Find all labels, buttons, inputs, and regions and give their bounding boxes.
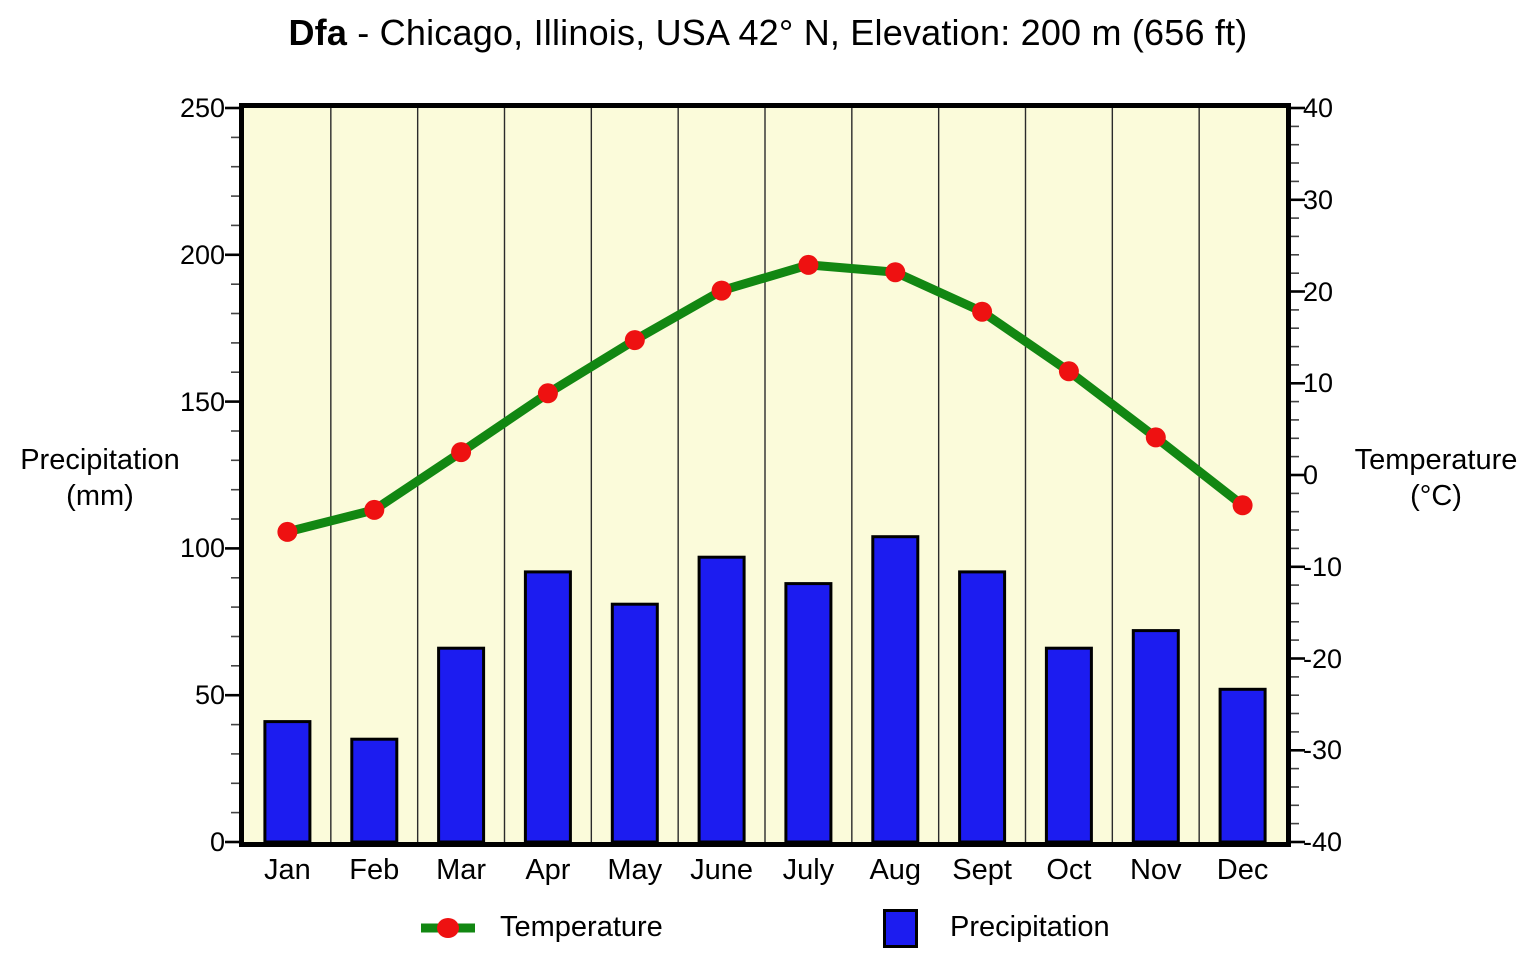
month-label-Feb: Feb — [349, 854, 400, 886]
temperature-point-Aug — [885, 262, 906, 283]
temperature-legend-label: Temperature — [500, 911, 663, 943]
temperature-point-June — [711, 280, 732, 301]
right-tick-label--10: -10 — [1303, 551, 1343, 582]
left-tick-label-250: 250 — [179, 93, 225, 123]
month-label-Mar: Mar — [436, 854, 487, 886]
month-label-June: June — [690, 854, 754, 886]
precipitation-bar-June — [697, 555, 746, 842]
koppen-code-label: Dfa — [288, 12, 348, 53]
precipitation-bar-Nov — [1131, 629, 1180, 842]
chart-title-text: - Chicago, Illinois, USA 42° N, Elevatio… — [347, 12, 1248, 53]
left-tick-label-200: 200 — [179, 239, 225, 270]
left-axis-title-line2: (mm) — [66, 480, 134, 513]
precipitation-legend-label: Precipitation — [950, 911, 1110, 943]
left-axis-title: Precipitation (mm) — [2, 442, 198, 515]
right-tick-label-30: 30 — [1303, 184, 1334, 215]
precipitation-bar-July — [784, 582, 833, 842]
temperature-point-Sept — [972, 301, 993, 322]
left-tick-label-150: 150 — [179, 386, 225, 417]
temperature-point-Apr — [537, 383, 558, 404]
right-axis-ticks — [1291, 106, 1305, 844]
right-axis-title: Temperature (°C) — [1338, 442, 1534, 515]
precipitation-legend-swatch — [883, 909, 918, 948]
left-tick-label-100: 100 — [179, 533, 225, 564]
month-label-Jan: Jan — [264, 854, 311, 886]
left-axis-ticks — [225, 106, 239, 844]
precipitation-bar-Sept — [958, 570, 1007, 842]
temperature-point-Nov — [1145, 427, 1166, 448]
right-tick-label-40: 40 — [1303, 93, 1334, 123]
right-tick-label-20: 20 — [1303, 276, 1334, 307]
temperature-point-Mar — [451, 442, 472, 463]
precipitation-bar-Jan — [263, 720, 312, 842]
month-label-Nov: Nov — [1129, 854, 1182, 886]
left-tick-label-0: 0 — [209, 827, 225, 857]
right-tick-label-10: 10 — [1303, 368, 1334, 399]
month-label-Dec: Dec — [1216, 854, 1269, 886]
month-label-Apr: Apr — [525, 854, 571, 886]
right-axis-title-line2: (°C) — [1410, 480, 1462, 513]
month-label-May: May — [607, 854, 663, 886]
precipitation-bar-Mar — [437, 646, 486, 842]
plot-area — [239, 103, 1291, 847]
month-label-July: July — [782, 854, 835, 886]
temperature-point-Feb — [364, 499, 385, 520]
right-tick-label--40: -40 — [1303, 827, 1343, 857]
right-tick-label-0: 0 — [1303, 460, 1319, 490]
precipitation-bar-Feb — [350, 737, 399, 842]
left-tick-label-50: 50 — [194, 680, 225, 711]
month-label-Oct: Oct — [1046, 854, 1092, 886]
left-axis-title-line1: Precipitation — [20, 444, 180, 476]
temperature-point-Jan — [277, 521, 298, 542]
precipitation-bar-Oct — [1044, 646, 1093, 842]
right-tick-label--20: -20 — [1303, 643, 1343, 674]
temperature-point-Oct — [1058, 361, 1079, 382]
temperature-point-July — [798, 254, 819, 275]
chart-title: Dfa - Chicago, Illinois, USA 42° N, Elev… — [0, 12, 1536, 54]
chart-canvas — [263, 108, 1267, 842]
temperature-legend-swatch — [421, 918, 475, 938]
right-tick-label--30: -30 — [1303, 735, 1343, 766]
precipitation-bar-Dec — [1218, 687, 1267, 842]
right-axis-title-line1: Temperature — [1354, 444, 1518, 476]
precipitation-bar-May — [610, 602, 659, 842]
precipitation-bar-Aug — [871, 535, 920, 842]
temperature-point-Dec — [1232, 495, 1253, 516]
precipitation-bar-Apr — [523, 570, 572, 842]
temperature-point-May — [624, 330, 645, 351]
month-label-Sept: Sept — [952, 854, 1012, 886]
temperature-line — [282, 260, 1248, 537]
month-label-Aug: Aug — [869, 854, 922, 886]
legend-marker-icon — [437, 918, 459, 938]
